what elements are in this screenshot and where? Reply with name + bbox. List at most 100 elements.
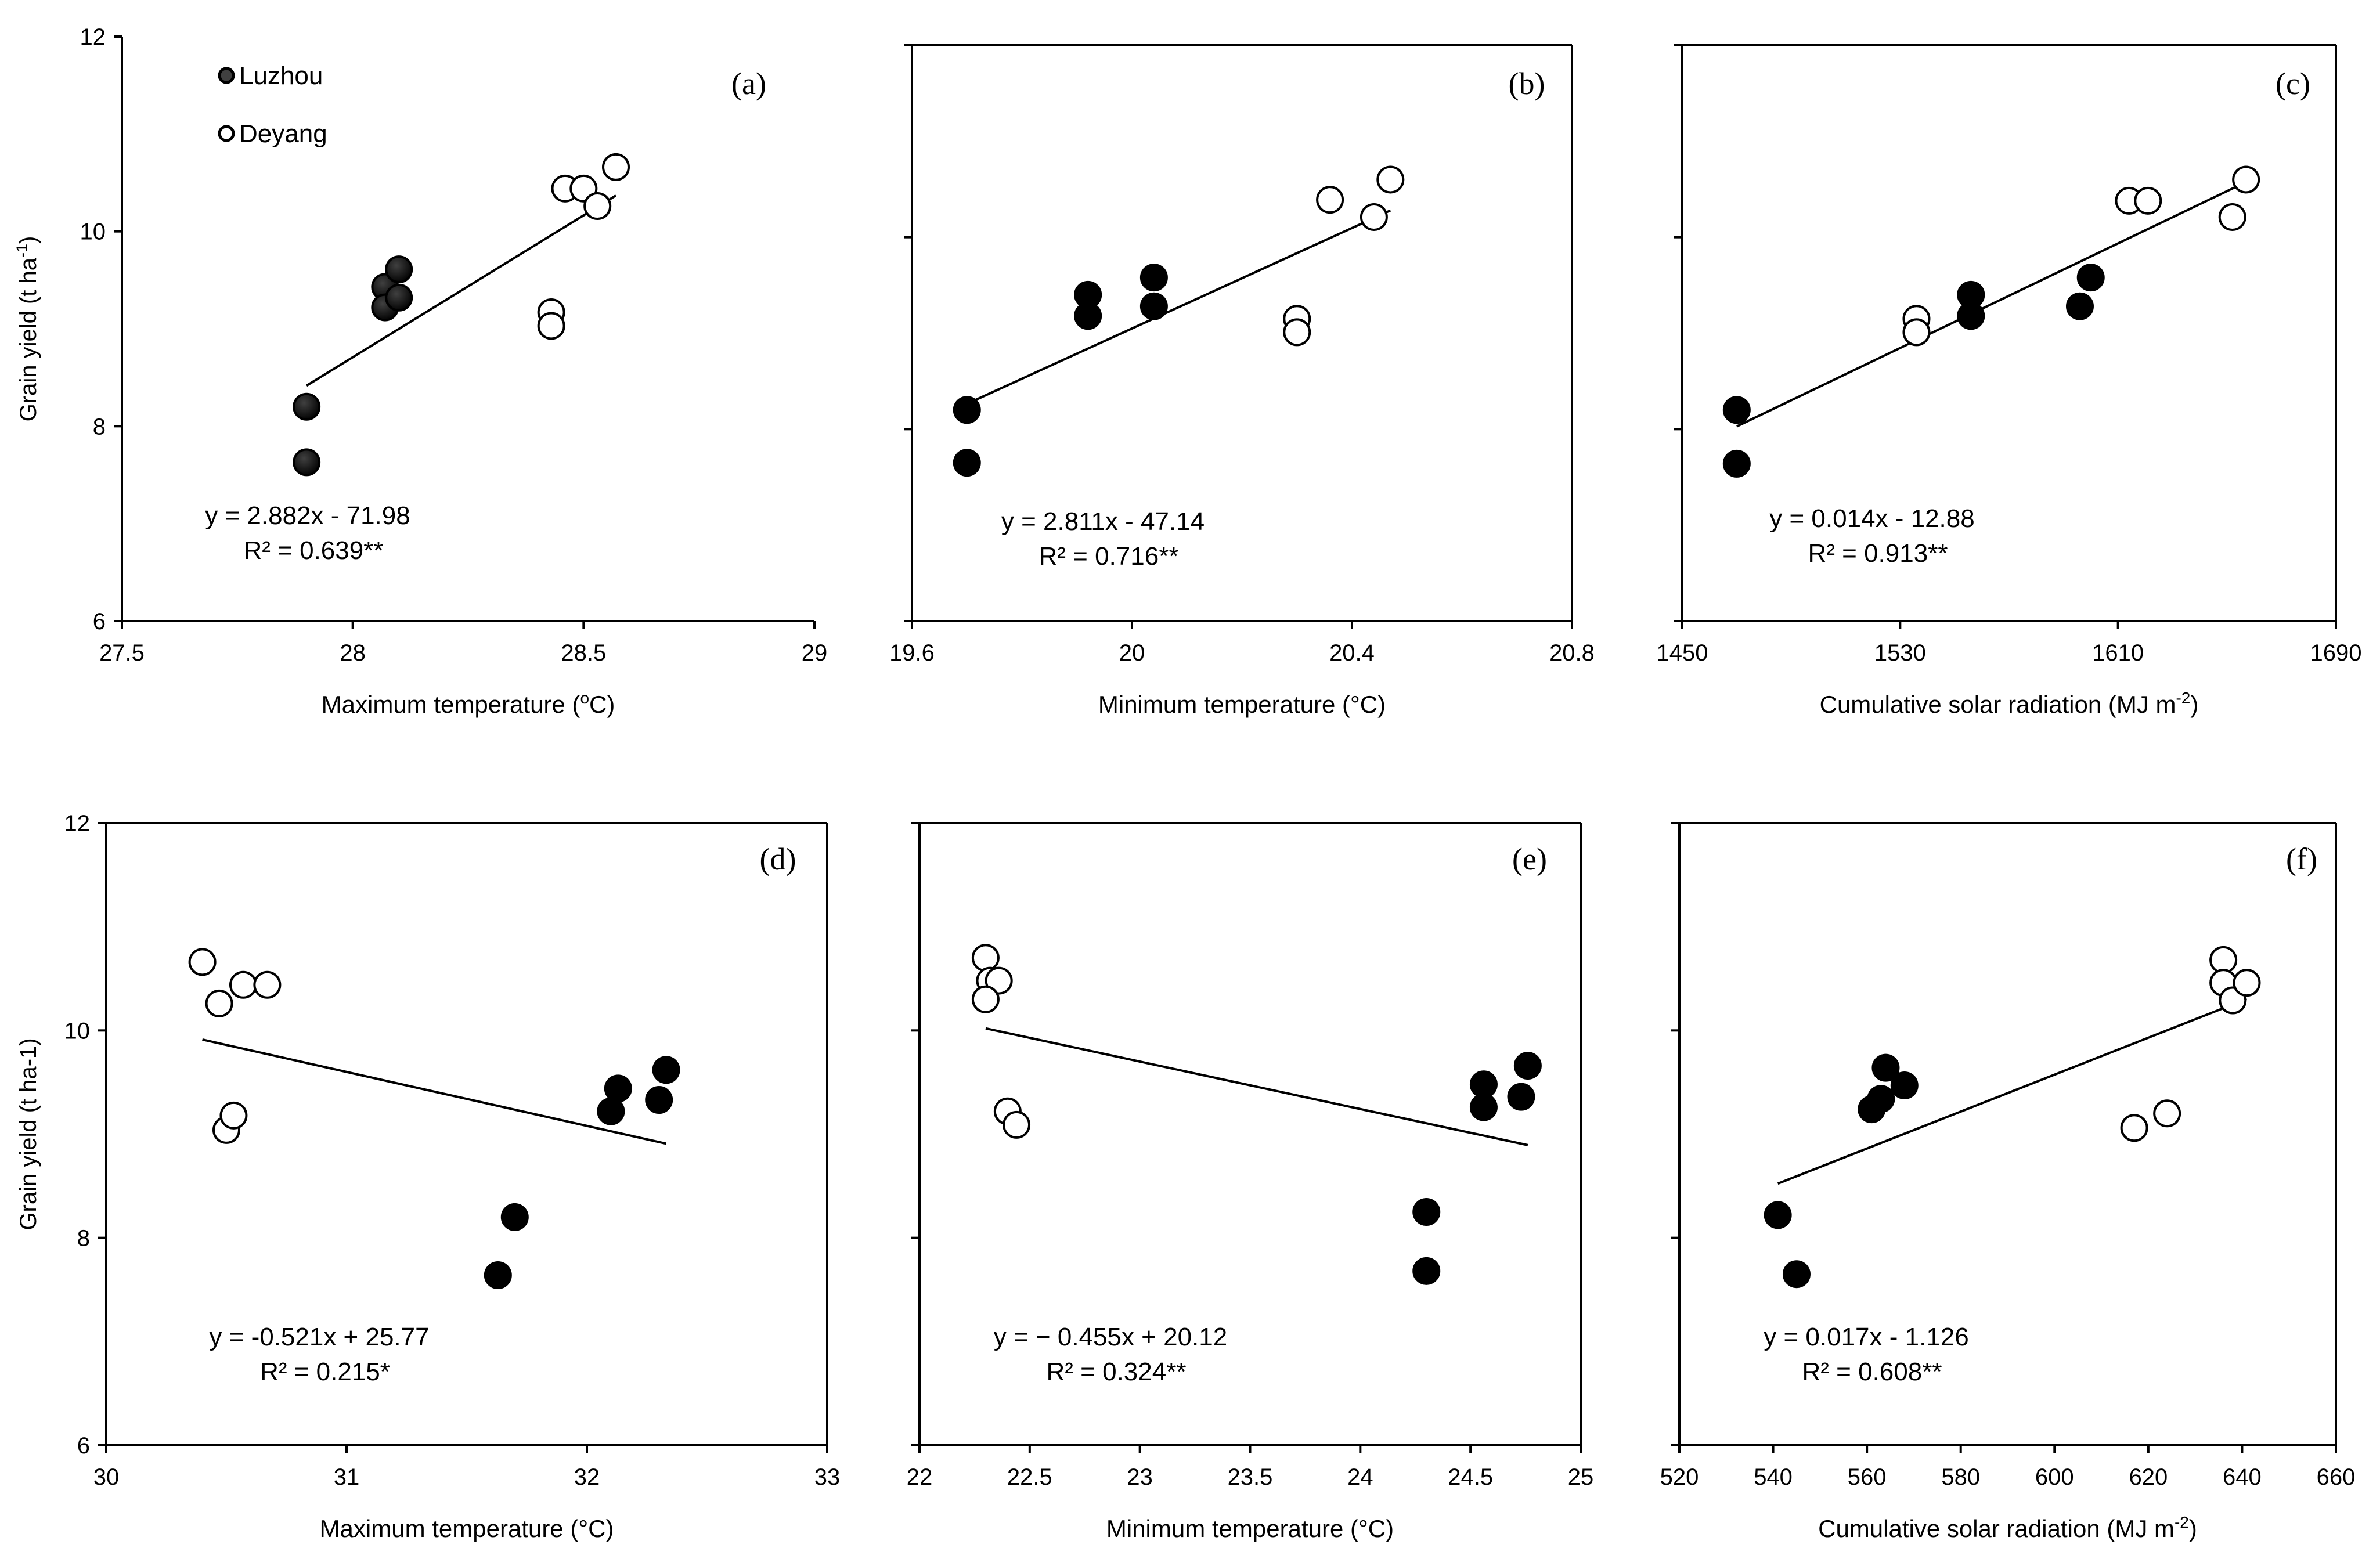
x-tick-label: 600 xyxy=(2035,1464,2074,1490)
luzhou-data-point xyxy=(293,448,321,477)
regression-equation: y = 2.811x - 47.14 xyxy=(1001,507,1205,536)
x-axis-label-sup: -2 xyxy=(2175,1513,2189,1531)
luzhou-data-point xyxy=(1722,449,1751,478)
y-tick-label: 12 xyxy=(80,24,106,50)
deyang-data-point xyxy=(2233,969,2261,997)
y-tick-label: 10 xyxy=(64,1018,91,1044)
chart-panel-e: 22 22.5 23 23.5 24 24.5 25 Minimum temperature … xyxy=(907,822,1593,1542)
regression-equation: y = 2.882x - 71.98 xyxy=(205,501,410,530)
luzhou-data-point xyxy=(1722,396,1751,424)
luzhou-data-point xyxy=(500,1203,529,1231)
regression-equation: y = -0.521x + 25.77 xyxy=(209,1323,429,1351)
trendline xyxy=(985,1027,1528,1146)
deyang-data-point xyxy=(537,312,565,340)
x-tick-label: 1530 xyxy=(1874,640,1926,666)
luzhou-data-point xyxy=(1867,1085,1895,1113)
luzhou-data-point xyxy=(1764,1201,1792,1229)
y-tick-label: 6 xyxy=(77,1433,90,1459)
x-axis-label-sup: o xyxy=(580,689,589,707)
luzhou-data-point xyxy=(1890,1071,1919,1100)
luzhou-data-point xyxy=(597,1097,625,1125)
deyang-data-point xyxy=(1316,186,1344,214)
deyang-data-point xyxy=(1360,203,1388,231)
x-tick-label: 33 xyxy=(814,1464,841,1490)
x-axis-label-tail: C) xyxy=(589,691,615,718)
y-tick-label: 12 xyxy=(64,811,91,836)
regression-equation: y = − 0.455x + 20.12 xyxy=(994,1323,1227,1351)
deyang-data-point xyxy=(205,989,233,1017)
r-squared-label: R² = 0.639** xyxy=(244,536,384,565)
luzhou-data-point xyxy=(645,1086,673,1114)
r-squared-label: R² = 0.215* xyxy=(260,1358,390,1386)
x-axis-label: Cumulative solar radiation (MJ m-2) xyxy=(1818,1513,2197,1542)
r-squared-label: R² = 0.913** xyxy=(1808,539,1948,568)
deyang-data-point xyxy=(985,966,1013,995)
legend-marker-deyang xyxy=(218,125,235,142)
r-squared-label: R² = 0.324** xyxy=(1047,1358,1187,1386)
luzhou-data-point xyxy=(1513,1052,1542,1080)
luzhou-data-point xyxy=(2065,292,2094,320)
x-tick-label: 1690 xyxy=(2310,640,2362,666)
luzhou-data-point xyxy=(604,1074,632,1103)
deyang-data-point xyxy=(1376,165,1405,194)
x-tick-label: 620 xyxy=(2129,1464,2168,1490)
chart-panel-c: 1450 1530 1610 1690 Cumulative solar radiati… xyxy=(1657,44,2362,718)
luzhou-data-point xyxy=(1139,292,1168,320)
deyang-data-point xyxy=(583,192,612,221)
r-squared-label: R² = 0.716** xyxy=(1039,542,1179,571)
chart-panel-d: 6 8 10 12 30 31 32 33 Maximum temperature (°C) Gr… xyxy=(16,811,840,1542)
x-axis-label-tail: ) xyxy=(2190,691,2198,718)
deyang-data-point xyxy=(2232,165,2260,194)
y-tick-label: 8 xyxy=(93,414,106,439)
luzhou-data-point xyxy=(1871,1053,1900,1082)
y-tick-label: 10 xyxy=(80,219,106,245)
x-tick-label: 23 xyxy=(1127,1464,1153,1490)
luzhou-data-point xyxy=(385,283,413,312)
luzhou-data-point xyxy=(1412,1257,1441,1285)
chart-panel-f: 520 540 560 580 600 620 640 660 Cumulative solar… xyxy=(1660,822,2355,1542)
deyang-data-point xyxy=(2120,1114,2148,1142)
y-axis-label-text: Grain yield (t ha-1) xyxy=(16,1038,41,1230)
regression-equation: y = 0.017x - 1.126 xyxy=(1764,1323,1968,1351)
x-axis-label-text: Minimum temperature (°C) xyxy=(1106,1515,1394,1542)
deyang-data-point xyxy=(188,948,217,976)
x-tick-label: 640 xyxy=(2223,1464,2262,1490)
x-tick-label: 30 xyxy=(93,1464,120,1490)
panel-label: (e) xyxy=(1512,842,1547,876)
panel-label: (a) xyxy=(731,66,766,101)
luzhou-data-point xyxy=(1469,1093,1498,1121)
panel-label: (d) xyxy=(760,842,796,876)
x-axis-label: Minimum temperature (°C) xyxy=(1106,1515,1394,1542)
x-tick-label: 560 xyxy=(1848,1464,1887,1490)
x-axis-label-text: Cumulative solar radiation (MJ m xyxy=(1818,1515,2175,1542)
x-tick-label: 540 xyxy=(1754,1464,1793,1490)
chart-panel-b: 19.6 20 20.4 20.8 Minimum temperature (°C) y … xyxy=(889,44,1595,718)
panel-label: (f) xyxy=(2286,842,2317,876)
legend-label: Deyang xyxy=(239,120,327,148)
x-tick-label: 24.5 xyxy=(1448,1464,1493,1490)
luzhou-data-point xyxy=(385,255,413,284)
x-tick-label: 1610 xyxy=(2092,640,2144,666)
legend: Luzhou Deyang xyxy=(218,62,327,148)
y-axis-label-text: Grain yield (t ha xyxy=(16,257,41,421)
chart-panel-a: 6 8 10 12 27.5 28 28.5 29 Maximum temperature (o… xyxy=(13,24,827,718)
luzhou-data-point xyxy=(2076,264,2105,292)
luzhou-data-point xyxy=(1507,1083,1535,1111)
deyang-data-point xyxy=(1283,318,1311,347)
x-tick-label: 28 xyxy=(340,640,366,666)
deyang-data-point xyxy=(1902,318,1931,347)
deyang-data-point xyxy=(219,1101,248,1130)
luzhou-data-point xyxy=(953,396,981,424)
y-axis-label-tail: ) xyxy=(16,236,41,244)
x-tick-label: 29 xyxy=(802,640,828,666)
deyang-data-point xyxy=(602,153,630,181)
x-tick-label: 24 xyxy=(1347,1464,1373,1490)
x-axis-label-text: Maximum temperature (°C) xyxy=(320,1515,614,1542)
legend-label: Luzhou xyxy=(239,62,323,90)
x-tick-label: 520 xyxy=(1660,1464,1699,1490)
deyang-data-point xyxy=(2134,186,2162,215)
deyang-data-point xyxy=(253,970,282,999)
x-axis-label-tail: ) xyxy=(2189,1515,2197,1542)
panel-label: (b) xyxy=(1509,66,1545,101)
